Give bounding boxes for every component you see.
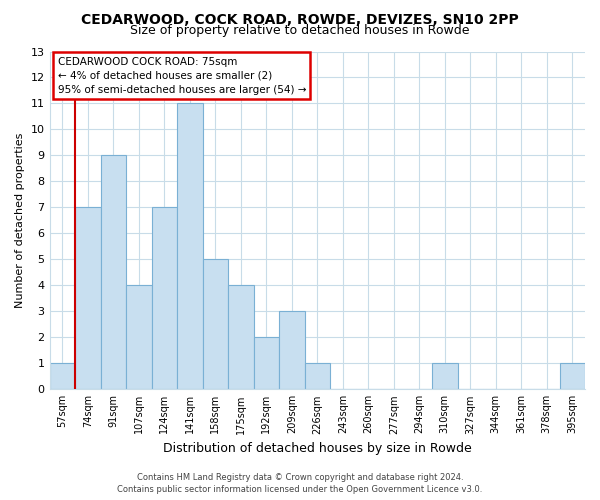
Y-axis label: Number of detached properties: Number of detached properties [15, 132, 25, 308]
Bar [152, 208, 177, 390]
Bar [254, 338, 279, 390]
Text: CEDARWOOD, COCK ROAD, ROWDE, DEVIZES, SN10 2PP: CEDARWOOD, COCK ROAD, ROWDE, DEVIZES, SN… [81, 12, 519, 26]
X-axis label: Distribution of detached houses by size in Rowde: Distribution of detached houses by size … [163, 442, 472, 455]
Bar [177, 104, 203, 390]
Bar [228, 286, 254, 390]
Bar [560, 364, 585, 390]
Bar [101, 156, 126, 390]
Text: CEDARWOOD COCK ROAD: 75sqm
← 4% of detached houses are smaller (2)
95% of semi-d: CEDARWOOD COCK ROAD: 75sqm ← 4% of detac… [58, 56, 306, 94]
Bar [305, 364, 330, 390]
Text: Size of property relative to detached houses in Rowde: Size of property relative to detached ho… [130, 24, 470, 37]
Bar [126, 286, 152, 390]
Bar [203, 260, 228, 390]
Bar [279, 312, 305, 390]
Bar [50, 364, 75, 390]
Bar [432, 364, 458, 390]
Text: Contains HM Land Registry data © Crown copyright and database right 2024.
Contai: Contains HM Land Registry data © Crown c… [118, 472, 482, 494]
Bar [75, 208, 101, 390]
